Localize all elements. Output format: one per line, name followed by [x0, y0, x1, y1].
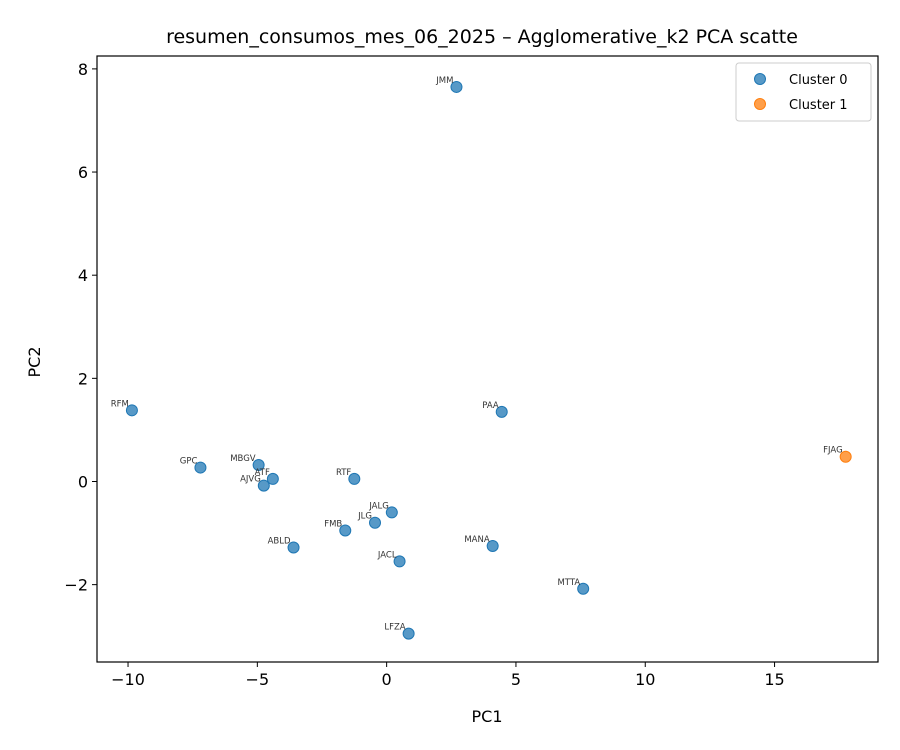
x-tick-label: 10 [635, 670, 655, 689]
point-label: GPC [180, 457, 198, 467]
x-tick-label: −10 [111, 670, 145, 689]
y-axis-label: PC2 [25, 347, 44, 378]
legend-label: Cluster 0 [789, 73, 848, 88]
y-tick-label: 4 [78, 266, 88, 285]
y-axis: −2 0 2 4 6 8 [64, 60, 97, 595]
point-label: MBGV [230, 454, 256, 464]
point-label: ATF [255, 468, 270, 478]
plot-frame [96, 55, 879, 663]
legend-box [735, 62, 872, 122]
legend-label: Cluster 1 [789, 98, 848, 113]
point-label: AJVG [240, 475, 261, 485]
data-point-mana [486, 539, 499, 552]
x-tick-label: 5 [511, 670, 521, 689]
point-label: ABLD [268, 537, 291, 547]
data-point-mtta [577, 582, 590, 595]
x-tick-label: −5 [246, 670, 270, 689]
data-point-atf [266, 472, 279, 485]
y-tick-label: 0 [78, 472, 88, 491]
point-label: FJAG [823, 446, 843, 456]
data-point-jlg [369, 516, 382, 529]
data-point-gpc [194, 461, 207, 474]
data-point-rfm [125, 404, 138, 417]
data-point-fjag [839, 450, 852, 463]
legend: Cluster 0 Cluster 1 [735, 62, 872, 122]
point-label: MTTA [557, 578, 580, 588]
data-point-lfza [402, 627, 415, 640]
x-tick-label: 15 [764, 670, 784, 689]
point-label: FMB [324, 519, 342, 529]
point-label: JLG [357, 512, 372, 522]
point-label: LFZA [384, 623, 405, 633]
y-tick-label: 2 [78, 369, 88, 388]
point-label: PAA [482, 401, 499, 411]
point-label: JALG [368, 501, 389, 511]
point-label: RTF [336, 468, 351, 478]
x-tick-label: 0 [382, 670, 392, 689]
chart-title: resumen_consumos_mes_06_2025 – Agglomera… [166, 26, 798, 48]
legend-marker [754, 98, 766, 110]
y-tick-label: −2 [64, 576, 88, 595]
y-tick-label: 6 [78, 163, 88, 182]
data-point-mbgv [252, 458, 265, 471]
data-point-abld [287, 541, 300, 554]
x-axis: −10 −5 0 5 10 15 [111, 662, 785, 689]
point-label: RFM [111, 399, 129, 409]
data-point-ajvg [257, 479, 270, 492]
y-tick-label: 8 [78, 60, 88, 79]
point-label: MANA [464, 535, 490, 545]
point-label: JACL [377, 550, 397, 560]
data-point-fmb [339, 524, 352, 537]
data-point-rtf [348, 472, 361, 485]
x-axis-label: PC1 [472, 707, 503, 726]
data-point-jmm [450, 80, 463, 93]
legend-marker [754, 73, 766, 85]
data-point-jacl [393, 555, 406, 568]
data-point-paa [495, 405, 508, 418]
point-label: JMM [435, 76, 453, 86]
data-point-jalg [385, 506, 398, 519]
